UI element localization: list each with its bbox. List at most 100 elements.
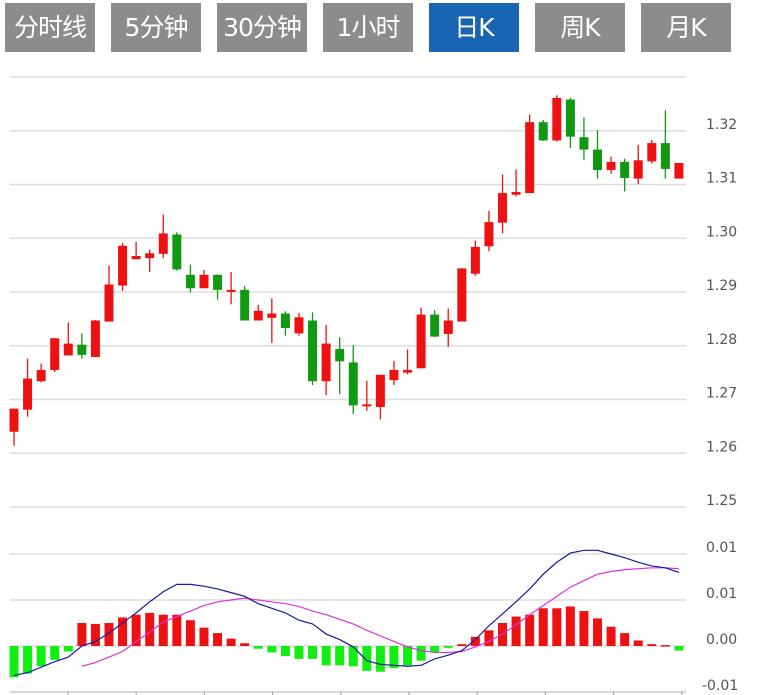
macd-bar: [552, 608, 562, 646]
candle-down: [430, 314, 440, 337]
candle-up: [511, 192, 521, 195]
macd-bar: [660, 645, 670, 647]
candle-up: [50, 338, 60, 370]
candle-down: [538, 122, 548, 141]
candle-up: [375, 374, 385, 408]
tab-daily-k[interactable]: 日K: [429, 3, 519, 52]
price-axis-label: 1.25: [706, 493, 737, 509]
candle-up: [552, 97, 562, 141]
candle-up: [403, 369, 413, 373]
macd-bar: [620, 633, 630, 646]
macd-bar: [375, 646, 385, 672]
candle-down: [593, 149, 603, 170]
macd-axis-label: 0.01: [706, 540, 737, 556]
price-axis-label: 1.29: [706, 278, 737, 294]
candle-down: [240, 289, 250, 321]
candle-up: [145, 253, 155, 259]
macd-bar: [443, 646, 453, 648]
macd-bar: [172, 614, 182, 646]
candle-up: [63, 343, 73, 356]
macd-bar: [253, 646, 263, 649]
macd-bar: [104, 623, 114, 646]
candle-up: [674, 163, 684, 179]
macd-axis-label: -0.01: [702, 678, 738, 694]
candle-up: [294, 317, 304, 334]
macd-bar: [348, 646, 358, 667]
macd-bar: [362, 646, 372, 671]
macd-bar: [240, 643, 250, 646]
macd-bar: [593, 618, 603, 646]
candle-up: [484, 222, 494, 247]
dif-line: [13, 549, 680, 677]
price-axis-label: 1.27: [706, 386, 737, 402]
macd-bar: [538, 608, 548, 646]
price-axis-label: 1.26: [706, 439, 737, 455]
macd-bar: [579, 611, 589, 646]
candle-down: [620, 161, 630, 179]
macd-bar: [280, 646, 290, 657]
candle-down: [348, 362, 358, 406]
period-tabs: 分时线 5分钟 30分钟 1小时 日K 周K 月K: [0, 0, 760, 56]
macd-bar: [118, 617, 128, 646]
candle-down: [280, 313, 290, 329]
candle-down: [185, 274, 195, 289]
macd-bar: [470, 636, 480, 646]
macd-bar: [457, 644, 467, 646]
macd-bar: [525, 614, 535, 646]
candle-down: [213, 274, 223, 290]
macd-bar: [50, 646, 60, 660]
macd-bar: [63, 646, 73, 652]
macd-bar: [321, 646, 331, 666]
macd-bar: [416, 646, 426, 661]
macd-bar: [308, 646, 318, 659]
tab-30min[interactable]: 30分钟: [217, 3, 307, 52]
macd-axis-label: 0.00: [706, 632, 737, 648]
candle-up: [389, 369, 399, 381]
candle-down: [77, 344, 87, 355]
candle-up: [23, 378, 33, 410]
candle-down: [660, 143, 670, 169]
candle-down: [335, 348, 345, 362]
candle-down: [308, 320, 318, 382]
macd-bar: [674, 646, 684, 651]
macd-bar: [606, 626, 616, 646]
macd-bar: [294, 646, 304, 659]
tab-weekly-k[interactable]: 周K: [535, 3, 625, 52]
macd-bar: [158, 614, 168, 646]
macd-bar: [77, 623, 87, 646]
macd-bar: [403, 646, 413, 666]
macd-bar: [389, 646, 399, 669]
tab-timeshare[interactable]: 分时线: [5, 3, 95, 52]
candle-up: [90, 320, 100, 358]
candle-up: [158, 233, 168, 254]
candle-down: [579, 137, 589, 150]
macd-bar: [565, 606, 575, 646]
macd-bar: [213, 633, 223, 646]
candle-down: [172, 234, 182, 270]
macd-bar: [511, 616, 521, 646]
macd-bar: [9, 646, 19, 678]
candle-up: [226, 289, 236, 292]
price-axis-label: 1.32: [706, 117, 737, 133]
macd-bar: [633, 640, 643, 646]
candle-up: [9, 408, 19, 432]
candle-up: [199, 274, 209, 289]
candle-up: [647, 143, 657, 162]
candle-up: [525, 122, 535, 194]
candle-up: [253, 310, 263, 321]
tab-monthly-k[interactable]: 月K: [641, 3, 731, 52]
macd-bar: [335, 646, 345, 666]
macd-bar: [430, 646, 440, 653]
tab-5min[interactable]: 5分钟: [111, 3, 201, 52]
price-axis-label: 1.31: [706, 171, 737, 187]
macd-bar: [23, 646, 33, 674]
macd-bar: [267, 646, 277, 653]
tab-1hour[interactable]: 1小时: [323, 3, 413, 52]
dea-line: [81, 567, 679, 667]
candle-up: [104, 284, 114, 322]
candle-down: [565, 99, 575, 137]
macd-axis-label: 0.01: [706, 586, 737, 602]
macd-bar: [145, 612, 155, 646]
price-axis-label: 1.30: [706, 224, 737, 240]
